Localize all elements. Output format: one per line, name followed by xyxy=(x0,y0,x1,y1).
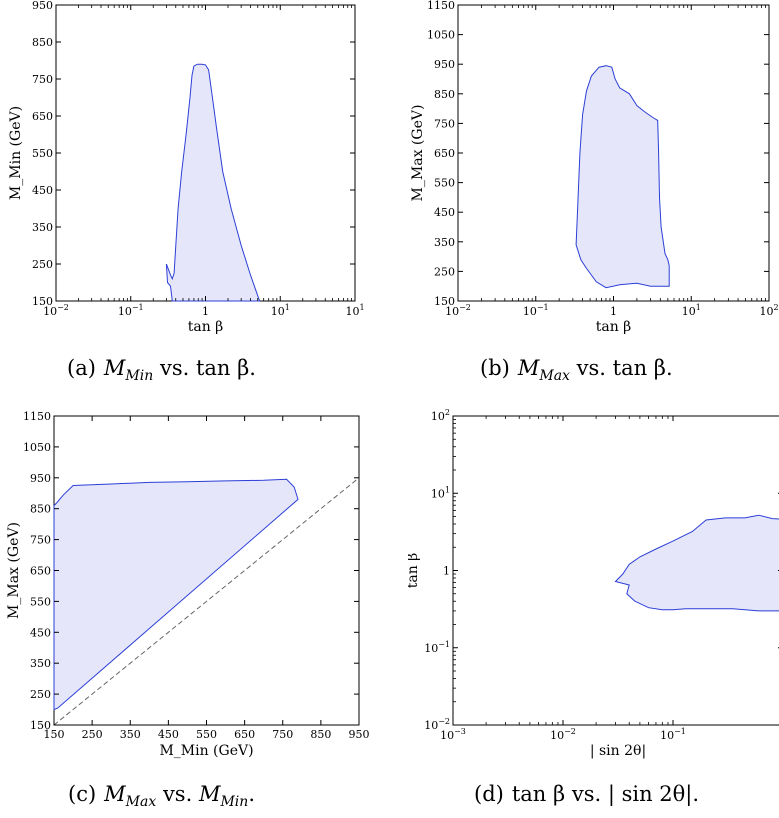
x-tick-label-c-4: 550 xyxy=(196,728,217,741)
y-tick-label-b-5: 650 xyxy=(434,147,455,160)
y-tick-label-c-10: 1150 xyxy=(23,410,51,423)
y-axis-label-d: tan β xyxy=(408,553,421,589)
y-tick-label-c-4: 550 xyxy=(30,595,51,608)
plot-c: 150 250 350 450 550 650 750 850 9501502503504505… xyxy=(6,410,370,759)
y-tick-label-a-2: 350 xyxy=(32,221,53,234)
x-tick-label-a-2: 1 xyxy=(202,305,209,318)
y-axis-label-b: M_Max (GeV) xyxy=(410,105,426,202)
y-tick-label-a-8: 950 xyxy=(32,0,53,12)
chart-panel-b: 10−2 10−1 1 101 1021502503504505506507508509… xyxy=(408,0,779,350)
y-tick-label-c-9: 1050 xyxy=(23,441,51,454)
caption-b: (b) MMax vs. tan β. xyxy=(480,356,673,384)
y-tick-label-a-3: 450 xyxy=(32,184,53,197)
x-tick-label-d-1: 10−2 xyxy=(550,727,576,742)
y-tick-label-c-5: 650 xyxy=(30,565,51,578)
y-tick-label-a-5: 650 xyxy=(32,110,53,123)
y-tick-label-a-0: 150 xyxy=(32,295,53,308)
plot-a: 10−2 10−1 1 101 1011502503504505506507508509… xyxy=(8,0,365,335)
y-tick-label-b-3: 450 xyxy=(434,206,455,219)
y-tick-label-a-7: 850 xyxy=(32,36,53,49)
y-axis-label-c: M_Max (GeV) xyxy=(6,522,22,619)
y-tick-label-c-1: 250 xyxy=(30,688,51,701)
caption-a: (a) MMin vs. tan β. xyxy=(67,356,256,384)
caption-c: (c) MMax vs. MMin. xyxy=(68,782,255,810)
x-tick-label-d-0: 10−3 xyxy=(440,727,466,742)
x-axis-label-d: | sin 2θ| xyxy=(590,743,646,759)
y-tick-label-b-8: 950 xyxy=(434,58,455,71)
chart-panel-a: 10−2 10−1 1 101 1011502503504505506507508509… xyxy=(0,0,370,350)
y-tick-label-c-0: 150 xyxy=(30,719,51,732)
y-axis-label-a: M_Min (GeV) xyxy=(8,106,24,200)
x-tick-label-c-5: 650 xyxy=(234,728,255,741)
y-tick-label-a-4: 550 xyxy=(32,147,53,160)
x-tick-label-b-2: 1 xyxy=(610,305,617,318)
y-tick-label-a-1: 250 xyxy=(32,258,53,271)
plot-b: 10−2 10−1 1 101 1021502503504505506507508509… xyxy=(410,0,779,335)
x-tick-label-c-3: 450 xyxy=(158,728,179,741)
y-tick-label-b-1: 250 xyxy=(434,265,455,278)
y-tick-label-c-7: 850 xyxy=(30,503,51,516)
x-tick-label-c-6: 750 xyxy=(272,728,293,741)
chart-panel-c: 150 250 350 450 550 650 750 850 9501502503504505… xyxy=(0,408,380,768)
y-tick-label-a-6: 750 xyxy=(32,73,53,86)
y-tick-label-b-9: 1050 xyxy=(427,29,455,42)
y-tick-label-d-4: 102 xyxy=(431,408,450,423)
y-tick-label-d-2: 1 xyxy=(443,565,450,578)
y-tick-label-b-10: 1150 xyxy=(427,0,455,12)
x-tick-label-c-2: 350 xyxy=(120,728,141,741)
x-tick-label-c-8: 950 xyxy=(349,728,370,741)
caption-d: (d) tan β vs. | sin 2θ|. xyxy=(474,782,699,806)
x-axis-label-c: M_Min (GeV) xyxy=(159,743,253,759)
x-tick-label-b-4: 102 xyxy=(759,303,778,318)
y-tick-label-c-6: 750 xyxy=(30,534,51,547)
x-tick-label-a-1: 10−1 xyxy=(118,303,144,318)
y-tick-label-b-7: 850 xyxy=(434,88,455,101)
x-tick-label-b-3: 101 xyxy=(682,303,701,318)
y-tick-label-b-6: 750 xyxy=(434,117,455,130)
x-tick-label-a-4: 101 xyxy=(345,303,364,318)
y-tick-label-d-3: 101 xyxy=(431,485,450,500)
x-tick-label-b-1: 10−1 xyxy=(523,303,549,318)
y-tick-label-b-4: 550 xyxy=(434,177,455,190)
x-tick-label-c-1: 250 xyxy=(82,728,103,741)
y-tick-label-b-2: 350 xyxy=(434,236,455,249)
x-axis-label-a: tan β xyxy=(188,319,224,335)
y-tick-label-d-1: 10−1 xyxy=(424,640,450,655)
y-tick-label-c-2: 350 xyxy=(30,657,51,670)
x-tick-label-c-7: 850 xyxy=(310,728,331,741)
y-tick-label-b-0: 150 xyxy=(434,295,455,308)
x-tick-label-d-2: 10−1 xyxy=(660,727,686,742)
y-tick-label-c-8: 950 xyxy=(30,472,51,485)
y-tick-label-c-3: 450 xyxy=(30,626,51,639)
x-tick-label-a-3: 101 xyxy=(271,303,290,318)
x-axis-label-b: tan β xyxy=(596,319,632,335)
